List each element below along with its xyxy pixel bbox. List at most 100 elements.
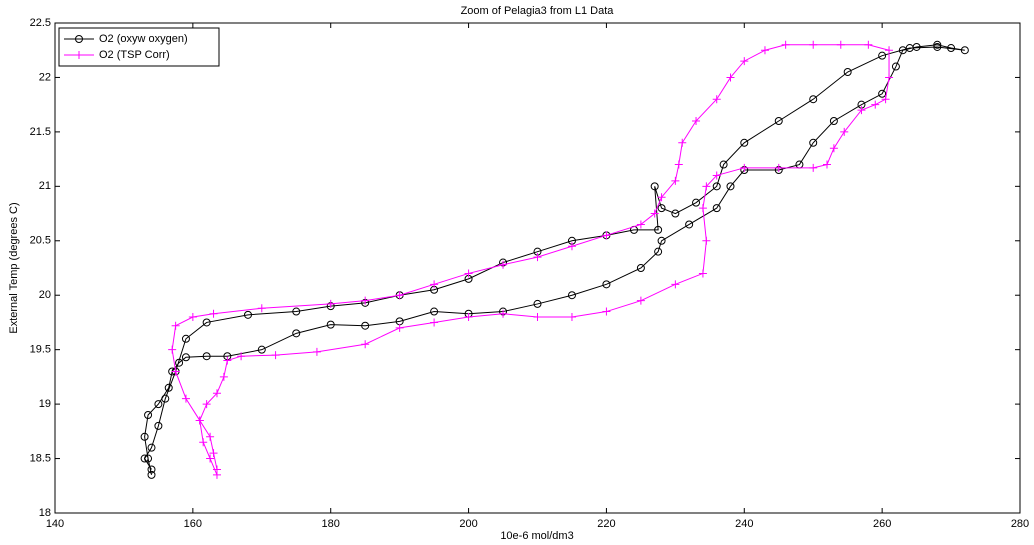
marker xyxy=(361,296,370,305)
marker xyxy=(809,163,818,172)
marker xyxy=(212,465,221,474)
marker xyxy=(674,160,683,169)
marker xyxy=(871,100,880,109)
marker xyxy=(206,432,215,441)
legend-label: O2 (oxyw oxygen) xyxy=(99,33,188,45)
marker xyxy=(657,204,666,213)
marker xyxy=(657,193,666,202)
marker xyxy=(430,318,439,327)
y-tick-label: 22.5 xyxy=(30,17,51,29)
marker xyxy=(202,400,211,409)
marker xyxy=(698,269,707,278)
marker xyxy=(671,280,680,289)
marker xyxy=(171,321,180,330)
x-tick-label: 220 xyxy=(597,518,615,530)
marker xyxy=(702,182,711,191)
y-tick-label: 20 xyxy=(39,289,51,301)
marker xyxy=(257,304,266,313)
marker xyxy=(650,182,659,191)
marker xyxy=(499,309,508,318)
marker xyxy=(857,106,866,115)
marker xyxy=(774,163,783,172)
marker xyxy=(499,260,508,269)
marker xyxy=(960,46,969,55)
marker xyxy=(692,117,701,125)
marker xyxy=(212,389,221,398)
marker xyxy=(292,307,301,316)
marker xyxy=(809,40,818,49)
plot-frame xyxy=(54,22,1021,514)
marker xyxy=(188,313,197,321)
x-tick-label: 240 xyxy=(735,518,753,530)
marker xyxy=(147,465,156,474)
y-axis-label: External Temp (degrees C) xyxy=(8,202,20,333)
marker xyxy=(209,449,218,458)
marker xyxy=(829,117,838,125)
marker xyxy=(244,310,252,319)
marker xyxy=(223,356,232,365)
y-tick-label: 18.5 xyxy=(30,452,51,464)
series-line xyxy=(171,44,890,476)
marker xyxy=(175,358,184,367)
marker xyxy=(533,299,542,308)
marker xyxy=(726,73,735,82)
x-tick-label: 260 xyxy=(873,518,891,530)
marker xyxy=(933,40,942,49)
marker xyxy=(654,225,663,234)
marker xyxy=(885,73,894,82)
marker xyxy=(161,394,170,403)
marker xyxy=(181,334,190,343)
x-tick-label: 180 xyxy=(322,518,340,530)
marker xyxy=(878,51,887,60)
marker xyxy=(933,42,942,51)
marker xyxy=(140,432,149,441)
marker xyxy=(712,182,721,191)
marker xyxy=(202,352,211,361)
marker xyxy=(809,95,818,104)
marker xyxy=(154,400,163,409)
marker xyxy=(171,367,180,376)
marker xyxy=(881,95,890,104)
marker xyxy=(292,329,301,338)
marker xyxy=(840,127,849,136)
y-tick-label: 19 xyxy=(39,398,51,410)
chart-title: Zoom of Pelagia3 from L1 Data xyxy=(461,5,615,17)
marker xyxy=(602,307,611,316)
marker xyxy=(326,320,335,329)
marker xyxy=(181,353,190,362)
marker xyxy=(567,242,576,251)
y-tick-label: 21 xyxy=(39,180,51,192)
marker xyxy=(602,280,611,289)
marker xyxy=(430,307,439,316)
x-tick-label: 160 xyxy=(184,518,202,530)
marker xyxy=(271,351,280,360)
marker xyxy=(891,62,900,71)
marker xyxy=(567,313,576,321)
marker xyxy=(885,46,894,55)
y-tick-label: 18 xyxy=(39,507,51,519)
marker xyxy=(740,138,749,147)
marker xyxy=(154,421,163,430)
marker xyxy=(843,68,852,76)
y-tick-label: 19.5 xyxy=(30,344,51,356)
y-tick-label: 20.5 xyxy=(30,235,51,247)
legend-box xyxy=(58,27,220,67)
marker xyxy=(760,46,769,55)
marker xyxy=(147,470,156,479)
marker xyxy=(464,313,473,321)
marker xyxy=(144,411,153,419)
marker xyxy=(602,231,611,240)
marker xyxy=(168,345,177,354)
marker xyxy=(650,209,659,218)
marker xyxy=(464,269,473,278)
x-tick-label: 280 xyxy=(1011,518,1029,530)
marker xyxy=(326,299,335,308)
marker xyxy=(657,236,666,245)
y-tick-label: 22 xyxy=(39,71,51,83)
marker xyxy=(257,345,266,354)
marker xyxy=(533,253,542,262)
marker xyxy=(140,454,149,463)
marker xyxy=(430,280,439,289)
marker xyxy=(671,176,680,185)
